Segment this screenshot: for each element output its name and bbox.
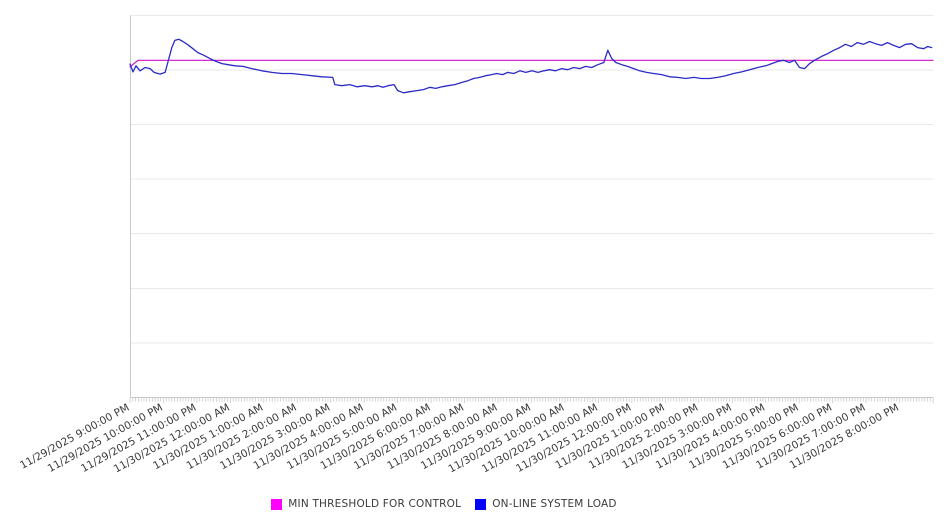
legend-item-min-threshold: MIN THRESHOLD FOR CONTROL bbox=[271, 498, 461, 510]
legend-label-online-system-load: ON-LINE SYSTEM LOAD bbox=[492, 498, 617, 510]
legend-label-min-threshold: MIN THRESHOLD FOR CONTROL bbox=[288, 498, 462, 510]
min-threshold-series-line bbox=[129, 59, 934, 68]
online-system-load-series-line bbox=[129, 38, 933, 94]
chart-legend: MIN THRESHOLD FOR CONTROL ON-LINE SYSTEM… bbox=[0, 498, 917, 510]
online-system-load-swatch-icon bbox=[475, 498, 487, 510]
legend-item-online-system-load: ON-LINE SYSTEM LOAD bbox=[475, 498, 617, 510]
min-threshold-swatch-icon bbox=[271, 498, 283, 510]
